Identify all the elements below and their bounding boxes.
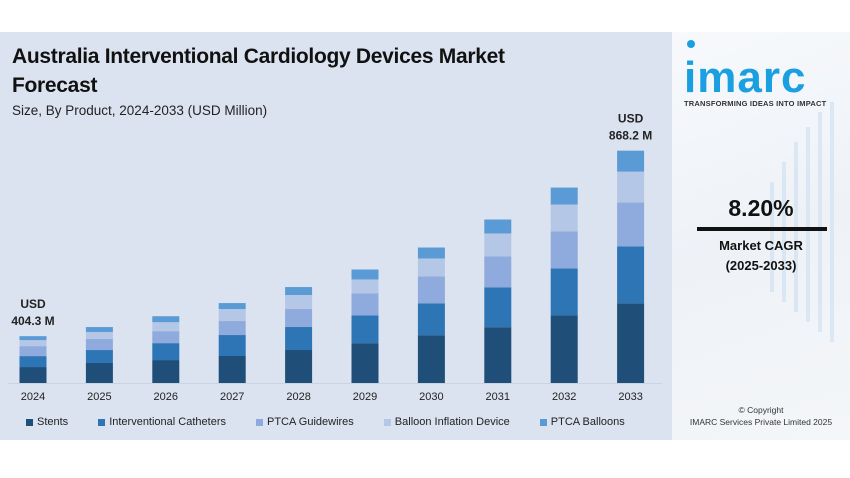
bar-segment-2025-interventional-catheters xyxy=(85,350,113,364)
bar-segment-2024-ptca-guidewires xyxy=(19,346,47,357)
data-label-2033: USD xyxy=(618,112,644,126)
data-label-2024: 404.3 M xyxy=(11,314,54,328)
chart-subtitle: Size, By Product, 2024-2033 (USD Million… xyxy=(12,103,268,118)
bar-segment-2031-ptca-balloons xyxy=(484,219,512,234)
chart-title: Australia Interventional Cardiology Devi… xyxy=(12,45,505,97)
brand-tagline: TRANSFORMING IDEAS INTO IMPACT xyxy=(684,99,827,108)
bar-segment-2024-stents xyxy=(19,367,47,383)
bar-segment-2031-ptca-guidewires xyxy=(484,256,512,288)
bar-segment-2027-ptca-guidewires xyxy=(218,321,246,336)
bar-segment-2029-stents xyxy=(351,343,379,383)
bar-segment-2031-balloon-inflation-device xyxy=(484,233,512,257)
legend-label: Stents xyxy=(37,416,69,428)
bar-segment-2024-balloon-inflation-device xyxy=(19,340,47,347)
legend-swatch xyxy=(255,418,263,426)
x-tick-label: 2030 xyxy=(419,391,443,403)
stacked-bar-chart: 2024 USD 404.3 M 2025 2026 2027 2028 2029 2030 20… xyxy=(8,112,662,403)
legend-swatch xyxy=(383,418,391,426)
legend-item: PTCA Guidewires xyxy=(255,416,354,428)
legend-label: PTCA Balloons xyxy=(550,416,625,428)
imarc-logo: imarc xyxy=(684,53,807,102)
bar-segment-2026-ptca-guidewires xyxy=(152,331,180,344)
bar-segment-2032-balloon-inflation-device xyxy=(550,204,578,232)
bar-segment-2028-ptca-balloons xyxy=(285,287,313,296)
bar-segment-2027-stents xyxy=(218,356,246,383)
bar-segment-2026-ptca-balloons xyxy=(152,316,180,323)
x-tick-label: 2029 xyxy=(353,391,377,403)
bar-segment-2030-ptca-balloons xyxy=(417,247,445,259)
bar-segment-2029-interventional-catheters xyxy=(351,315,379,344)
legend: Stents Interventional Catheters PTCA Guide… xyxy=(26,416,655,428)
data-label-2033: 868.2 M xyxy=(609,129,652,143)
bar-segment-2029-ptca-balloons xyxy=(351,269,379,280)
logo-dot xyxy=(687,40,695,48)
bar-segment-2027-balloon-inflation-device xyxy=(218,309,246,322)
bar-segment-2032-interventional-catheters xyxy=(550,268,578,316)
x-tick-label: 2024 xyxy=(21,391,45,403)
bar-segment-2033-ptca-balloons xyxy=(617,150,645,172)
bar-segment-2026-balloon-inflation-device xyxy=(152,322,180,332)
bar-segment-2028-interventional-catheters xyxy=(285,327,313,351)
bar-segment-2025-ptca-guidewires xyxy=(85,339,113,351)
legend-label: Balloon Inflation Device xyxy=(394,416,510,428)
x-tick-label: 2026 xyxy=(154,391,178,403)
bar-segment-2027-interventional-catheters xyxy=(218,335,246,357)
bar-segment-2032-ptca-balloons xyxy=(550,187,578,205)
x-tick-label: 2025 xyxy=(87,391,111,403)
legend-label: Interventional Catheters xyxy=(109,416,226,428)
bar-segment-2032-ptca-guidewires xyxy=(550,231,578,269)
bar-segment-2033-stents xyxy=(617,303,645,383)
bar-segment-2031-interventional-catheters xyxy=(484,287,512,328)
bar-segment-2025-ptca-balloons xyxy=(85,327,113,333)
bar-segment-2033-interventional-catheters xyxy=(617,246,645,304)
info-panel xyxy=(672,32,850,440)
bar-segment-2032-stents xyxy=(550,315,578,383)
bar-segment-2030-ptca-guidewires xyxy=(417,276,445,304)
bar-segment-2025-stents xyxy=(85,363,113,383)
legend-item: Balloon Inflation Device xyxy=(383,416,510,428)
bar-segment-2030-balloon-inflation-device xyxy=(417,258,445,277)
bar-segment-2028-stents xyxy=(285,350,313,383)
bar-segment-2030-interventional-catheters xyxy=(417,303,445,336)
legend-item: PTCA Balloons xyxy=(539,416,625,428)
copyright-line1: © Copyright xyxy=(738,405,784,415)
legend-item: Stents xyxy=(26,416,68,428)
legend-swatch xyxy=(539,418,547,426)
cagr-label: Market CAGR xyxy=(719,238,803,253)
cagr-period: (2025-2033) xyxy=(725,258,797,273)
bar-segment-2030-stents xyxy=(417,335,445,383)
bar-segment-2033-ptca-guidewires xyxy=(617,202,645,247)
bar-segment-2031-stents xyxy=(484,327,512,383)
bar-segment-2033-balloon-inflation-device xyxy=(617,171,645,203)
bar-segment-2028-ptca-guidewires xyxy=(285,309,313,328)
bar-segment-2025-balloon-inflation-device xyxy=(85,332,113,340)
bar-segment-2024-interventional-catheters xyxy=(19,356,47,368)
bar-segment-2026-stents xyxy=(152,360,180,383)
x-tick-label: 2028 xyxy=(286,391,310,403)
data-label-2024: USD xyxy=(20,297,46,311)
copyright-line2: IMARC Services Private Limited 2025 xyxy=(689,417,833,427)
cagr-value: 8.20% xyxy=(728,195,794,221)
bar-segment-2027-ptca-balloons xyxy=(218,303,246,310)
bar-segment-2026-interventional-catheters xyxy=(152,343,180,361)
x-tick-label: 2027 xyxy=(220,391,244,403)
x-tick-label: 2033 xyxy=(618,391,642,403)
legend-swatch xyxy=(26,418,33,426)
cagr-divider xyxy=(697,227,827,231)
bar-segment-2028-balloon-inflation-device xyxy=(285,295,313,310)
legend-item: Interventional Catheters xyxy=(98,416,226,428)
x-tick-label: 2031 xyxy=(486,391,510,403)
bar-segment-2029-balloon-inflation-device xyxy=(351,279,379,294)
legend-label: PTCA Guidewires xyxy=(266,416,354,428)
bar-segment-2024-ptca-balloons xyxy=(19,336,47,341)
legend-swatch xyxy=(98,418,106,426)
bar-segment-2029-ptca-guidewires xyxy=(351,293,379,316)
x-tick-label: 2032 xyxy=(552,391,576,403)
